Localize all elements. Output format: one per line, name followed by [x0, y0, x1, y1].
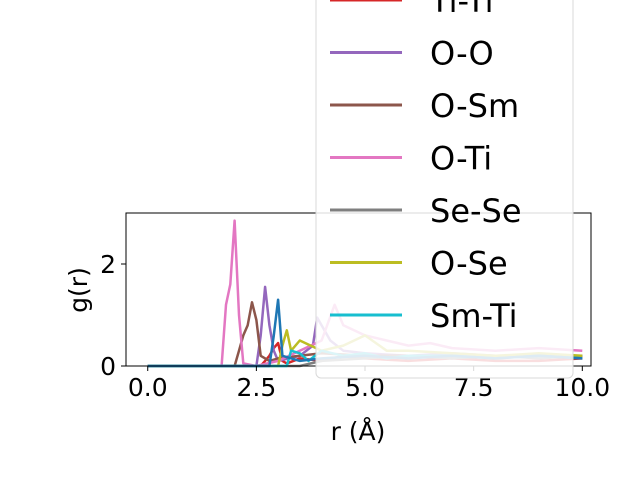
- legend-entry-label: O-Sm: [430, 87, 519, 125]
- legend-box: [315, 0, 574, 379]
- x-tick-label: 2.5: [236, 373, 276, 402]
- legend-entry-label: O-Ti: [430, 140, 492, 178]
- y-tick-label: 2: [100, 250, 116, 279]
- x-axis-label: r (Å): [331, 417, 386, 446]
- y-axis-ticks: 02: [100, 250, 126, 381]
- legend-entry-label: O-Se: [430, 245, 508, 283]
- legend-entry-label: Ti-Ti: [429, 0, 494, 20]
- y-tick-label: 0: [100, 352, 116, 381]
- legend-entry-label: O-O: [430, 35, 494, 73]
- legend-entry-label: Sm-Ti: [430, 297, 518, 335]
- x-tick-label: 0.0: [128, 373, 168, 402]
- y-axis-label: g(r): [64, 267, 93, 313]
- legend: Ti-Ti O-O O-Sm O-Ti Se-Se O-Se Sm-Ti: [315, 0, 574, 379]
- legend-entry-label: Se-Se: [430, 192, 522, 230]
